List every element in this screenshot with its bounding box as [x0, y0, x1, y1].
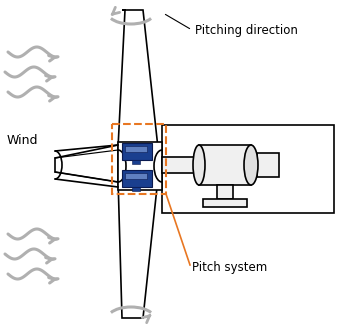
- Bar: [125, 173, 147, 179]
- Bar: [112, 124, 166, 194]
- Text: Pitch system: Pitch system: [192, 262, 267, 275]
- Bar: [118, 142, 162, 190]
- Bar: [125, 146, 147, 152]
- Bar: [217, 185, 233, 199]
- Bar: [122, 143, 152, 160]
- Text: Wind: Wind: [6, 134, 38, 147]
- Text: Pitching direction: Pitching direction: [195, 23, 298, 36]
- Polygon shape: [118, 10, 158, 158]
- Bar: [199, 145, 251, 185]
- Polygon shape: [55, 145, 118, 182]
- Polygon shape: [118, 178, 158, 318]
- Ellipse shape: [244, 145, 258, 185]
- Bar: [122, 170, 152, 187]
- Bar: [162, 157, 210, 173]
- Ellipse shape: [193, 145, 205, 185]
- Bar: [132, 187, 140, 191]
- Bar: [132, 160, 140, 164]
- Bar: [257, 153, 279, 177]
- Bar: [162, 125, 334, 213]
- Bar: [203, 199, 247, 207]
